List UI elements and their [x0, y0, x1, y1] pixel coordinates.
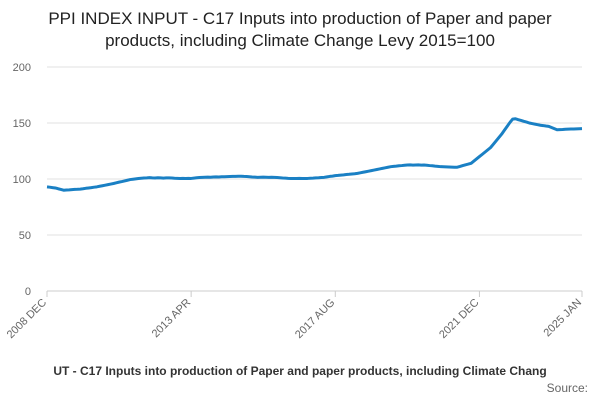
line-series — [46, 117, 583, 192]
x-tick-label: 2021 DEC — [437, 297, 481, 341]
x-tick-label: 2017 AUG — [293, 297, 337, 341]
y-tick-label: 50 — [19, 230, 31, 242]
chart-title: PPI INDEX INPUT - C17 Inputs into produc… — [48, 9, 552, 50]
x-tick-label: 2008 DEC — [5, 297, 49, 341]
x-tick-label: 2025 JAN — [541, 297, 584, 340]
x-tick-label: 2013 APR — [150, 297, 194, 341]
y-tick-label: 150 — [13, 118, 31, 130]
y-tick-label: 200 — [13, 62, 31, 74]
y-tick-label: 0 — [25, 286, 31, 298]
source: Source: — [547, 381, 588, 395]
caption: UT - C17 Inputs into production of Paper… — [53, 364, 546, 378]
y-tick-label: 100 — [13, 174, 31, 186]
